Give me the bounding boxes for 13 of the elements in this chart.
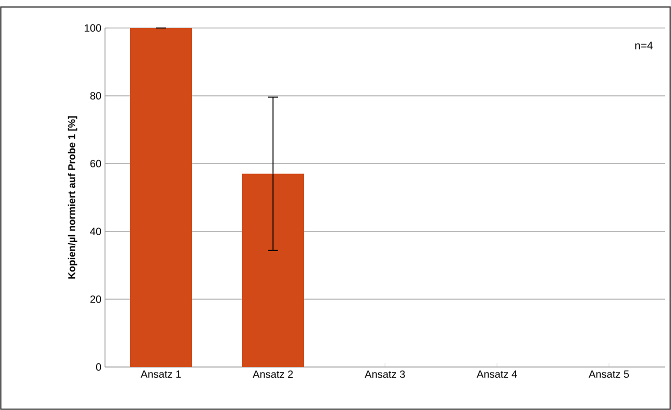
x-tick-label: Ansatz 3 [364,370,405,378]
y-tick-label: 60 [90,160,102,168]
y-tick-label: 40 [90,228,102,236]
x-tick-label: Ansatz 2 [252,370,293,378]
y-axis-title: Kopien/µl normiert auf Probe 1 [%] [68,116,78,279]
y-tick-label: 20 [90,296,102,303]
y-tick-label: 80 [90,92,102,100]
x-tick-label: Ansatz 1 [140,370,181,378]
y-tick-label: 0 [96,363,102,371]
x-tick-label: Ansatz 5 [588,370,629,378]
annotation: n=4 [635,42,653,50]
x-tick-label: Ansatz 4 [476,370,518,378]
y-tick-label: 100 [84,24,102,32]
